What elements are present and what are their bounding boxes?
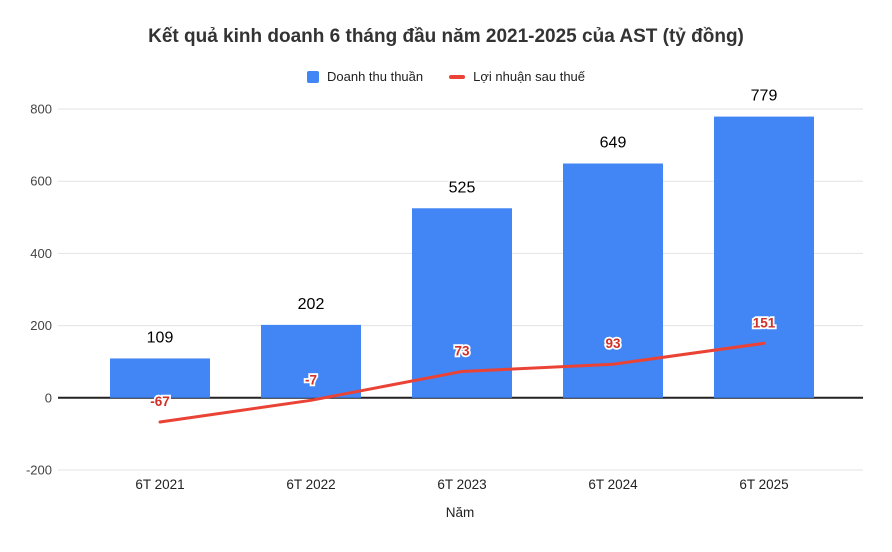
profit-line[interactable] (158, 341, 766, 424)
line-value-label: -7 (305, 372, 317, 387)
bar-6t-2023[interactable] (412, 208, 512, 398)
line-value-label: 151 (753, 315, 776, 330)
bar-value-label: 109 (147, 329, 174, 346)
legend-label-loi-nhuan-sau-thue: Lợi nhuận sau thuế (473, 69, 586, 84)
bar-6t-2024[interactable] (563, 163, 663, 398)
legend-item-doanh-thu-thuan[interactable]: Doanh thu thuần (306, 69, 424, 84)
bar-value-label: 649 (600, 135, 627, 152)
bar-value-label: 779 (751, 88, 778, 105)
legend-item-loi-nhuan-sau-thue[interactable]: Lợi nhuận sau thuế (449, 69, 585, 84)
line-value-label: 73 (454, 343, 470, 358)
y-tick-label: 800 (30, 102, 52, 117)
legend-bar-swatch-icon (306, 70, 319, 83)
y-tick-label: 600 (30, 174, 52, 189)
y-tick-label: 200 (30, 318, 52, 333)
y-tick-label: -200 (26, 463, 52, 478)
category-label: 6T 2022 (286, 477, 335, 492)
y-tick-label: 400 (30, 246, 52, 261)
legend: Doanh thu thuần Lợi nhuận sau thuế (0, 69, 892, 84)
legend-line-swatch-icon (449, 74, 466, 79)
x-axis-title: Năm (446, 505, 475, 520)
bar-6t-2025[interactable] (714, 116, 814, 398)
bar-6t-2022[interactable] (261, 324, 361, 398)
category-label: 6T 2023 (437, 477, 486, 492)
chart-title: Kết quả kinh doanh 6 tháng đầu năm 2021-… (148, 26, 744, 47)
category-label: 6T 2021 (135, 477, 184, 492)
category-label: 6T 2024 (588, 477, 638, 492)
legend-label-doanh-thu-thuan: Doanh thu thuần (326, 69, 424, 84)
bar-value-label: 525 (449, 179, 476, 196)
bar-value-label: 202 (298, 296, 325, 313)
line-value-label: 93 (605, 336, 621, 351)
category-label: 6T 2025 (739, 477, 788, 492)
bar-6t-2021[interactable] (110, 358, 210, 398)
line-value-label: -67 (150, 394, 170, 409)
y-tick-label: 0 (45, 390, 52, 405)
